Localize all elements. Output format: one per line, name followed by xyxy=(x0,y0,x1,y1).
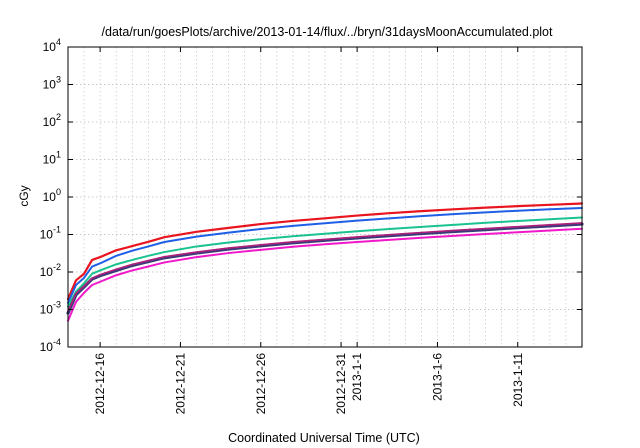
x-tick-label: 2013-1-11 xyxy=(511,353,525,407)
y-tick-label: 100 xyxy=(43,187,61,204)
series-line xyxy=(67,206,583,304)
y-tick-label: 10-2 xyxy=(40,262,61,279)
grid-lines xyxy=(68,47,582,347)
y-tick-label: 10-3 xyxy=(40,300,61,317)
y-tick-label: 101 xyxy=(43,150,61,167)
x-tick-label: 2012-12-31 xyxy=(334,353,348,415)
y-axis: 10-4 10-3 10-2 10-1 100 101 102 103 104 xyxy=(40,37,582,354)
series-line xyxy=(67,222,583,313)
y-tick-label: 103 xyxy=(43,75,61,92)
x-tick-label: 2012-12-16 xyxy=(93,353,107,415)
y-tick-label: 10-4 xyxy=(40,337,61,354)
series-line xyxy=(67,216,583,308)
y-tick-label: 102 xyxy=(43,112,61,129)
x-tick-label: 2012-12-26 xyxy=(254,353,268,415)
x-tick-label: 2013-1-6 xyxy=(430,353,444,401)
y-tick-label: 10-1 xyxy=(40,225,61,242)
plot-series xyxy=(66,202,584,322)
x-tick-label: 2012-12-21 xyxy=(173,353,187,415)
y-tick-label: 104 xyxy=(43,37,61,54)
chart-title: /data/run/goesPlots/archive/2013-01-14/f… xyxy=(102,25,553,39)
x-axis-label: Coordinated Universal Time (UTC) xyxy=(228,431,420,445)
x-tick-label: 2013-1-1 xyxy=(350,353,364,401)
series-line xyxy=(66,202,584,301)
y-axis-label: cGy xyxy=(17,185,31,206)
series-line xyxy=(67,227,583,322)
x-axis: 2012-12-16 2012-12-21 2012-12-26 2012-12-31… xyxy=(93,47,525,414)
